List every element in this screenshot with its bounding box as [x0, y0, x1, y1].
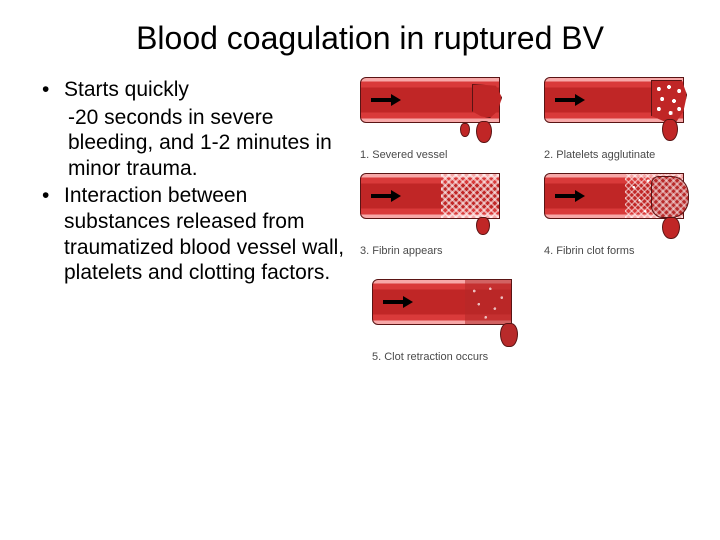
- flow-arrow-icon: [371, 190, 401, 202]
- slide-title: Blood coagulation in ruptured BV: [0, 0, 720, 69]
- bullet-sub-1: -20 seconds in severe bleeding, and 1-2 …: [40, 105, 352, 182]
- caption-5: 5. Clot retraction occurs: [372, 351, 516, 363]
- flow-arrow-icon: [383, 296, 413, 308]
- blood-drip: [500, 323, 518, 347]
- stage-3-fibrin: 3. Fibrin appears: [360, 173, 516, 257]
- caption-2: 2. Platelets agglutinate: [544, 149, 700, 161]
- fibrin-mesh: [441, 174, 499, 218]
- caption-4: 4. Fibrin clot forms: [544, 245, 700, 257]
- platelets-cluster: [651, 80, 687, 122]
- caption-1: 1. Severed vessel: [360, 149, 516, 161]
- caption-3: 3. Fibrin appears: [360, 245, 516, 257]
- stage-2-platelets: 2. Platelets agglutinate: [544, 77, 700, 161]
- flow-arrow-icon: [555, 190, 585, 202]
- flow-arrow-icon: [371, 94, 401, 106]
- content-row: Starts quickly -20 seconds in severe ble…: [0, 69, 720, 363]
- blood-drip-small: [460, 123, 470, 137]
- blood-drip: [662, 217, 680, 239]
- bullet-list: Starts quickly -20 seconds in severe ble…: [40, 77, 360, 363]
- blood-drip: [476, 217, 490, 235]
- flow-arrow-icon: [555, 94, 585, 106]
- retracted-clot: [465, 280, 511, 324]
- stage-1-severed-vessel: 1. Severed vessel: [360, 77, 516, 161]
- vessel-tear: [472, 84, 502, 118]
- bullet-item-1: Starts quickly: [40, 77, 352, 103]
- blood-drip: [476, 121, 492, 143]
- fibrin-clot: [651, 176, 689, 218]
- blood-drip: [662, 119, 678, 141]
- stage-4-clot: 4. Fibrin clot forms: [544, 173, 700, 257]
- diagram-panel: 1. Severed vessel 2. Platelets agglutina…: [360, 77, 700, 363]
- bullet-item-2: Interaction between substances released …: [40, 183, 352, 285]
- stage-5-retraction: 5. Clot retraction occurs: [360, 279, 516, 363]
